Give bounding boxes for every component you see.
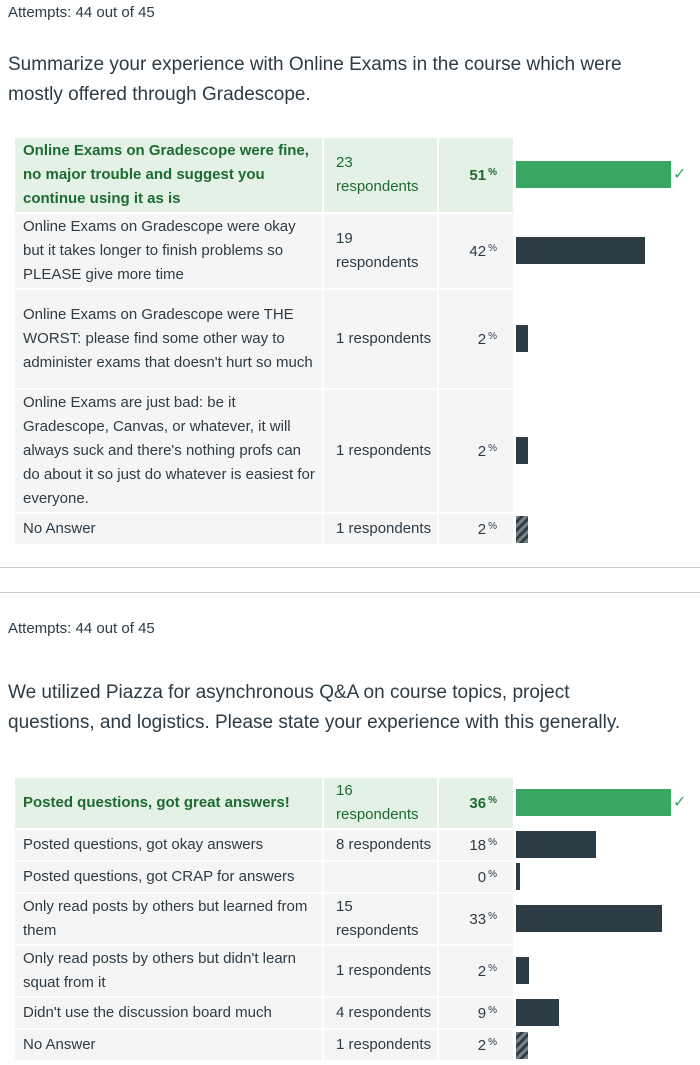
- attempts-label: Attempts: 44 out of 45: [8, 4, 155, 21]
- answer-label: Only read posts by others but learned fr…: [15, 894, 322, 944]
- respondent-count: 1 respondents: [324, 1030, 437, 1060]
- check-icon: ✓: [673, 794, 687, 811]
- percent-value: 2%: [439, 514, 513, 544]
- percent-value: 0%: [439, 862, 513, 892]
- respondent-count: 23 respondents: [324, 138, 437, 212]
- percent-bar: [516, 161, 671, 188]
- percent-bar: [516, 237, 645, 264]
- percent-bar: [516, 999, 559, 1026]
- answer-label: Online Exams on Gradescope were THE WORS…: [15, 290, 322, 388]
- answer-label: Online Exams on Gradescope were okay but…: [15, 214, 322, 288]
- percent-bar: [516, 957, 529, 984]
- percent-value: 33%: [439, 894, 513, 944]
- percent-value: 2%: [439, 946, 513, 996]
- percent-value: 42%: [439, 214, 513, 288]
- answer-label: No Answer: [15, 1030, 322, 1060]
- percent-value: 2%: [439, 1030, 513, 1060]
- respondent-count: 8 respondents: [324, 830, 437, 860]
- question-text: Summarize your experience with Online Ex…: [8, 54, 622, 105]
- percent-bar-no-answer: [516, 1032, 528, 1059]
- percent-bar: [516, 437, 528, 464]
- answer-label: Posted questions, got great answers!: [15, 778, 322, 828]
- divider: [0, 567, 700, 568]
- percent-bar: [516, 863, 520, 890]
- percent-bar-no-answer: [516, 516, 528, 543]
- percent-value: 18%: [439, 830, 513, 860]
- check-icon: ✓: [673, 166, 687, 183]
- percent-value: 2%: [439, 290, 513, 388]
- percent-bar: [516, 905, 662, 932]
- respondent-count: [324, 862, 437, 892]
- respondent-count: 1 respondents: [324, 290, 437, 388]
- percent-bar: [516, 789, 671, 816]
- answer-label: Online Exams on Gradescope were fine, no…: [15, 138, 322, 212]
- respondent-count: 16 respondents: [324, 778, 437, 828]
- answer-label: Posted questions, got okay answers: [15, 830, 322, 860]
- percent-value: 9%: [439, 998, 513, 1028]
- percent-value: 2%: [439, 390, 513, 512]
- percent-bar: [516, 831, 596, 858]
- attempts-label: Attempts: 44 out of 45: [8, 620, 155, 637]
- respondent-count: 1 respondents: [324, 514, 437, 544]
- question-text: We utilized Piazza for asynchronous Q&A …: [8, 682, 621, 733]
- answer-label: Didn't use the discussion board much: [15, 998, 322, 1028]
- respondent-count: 1 respondents: [324, 946, 437, 996]
- divider: [0, 592, 700, 593]
- answer-label: No Answer: [15, 514, 322, 544]
- respondent-count: 4 respondents: [324, 998, 437, 1028]
- respondent-count: 1 respondents: [324, 390, 437, 512]
- respondent-count: 19 respondents: [324, 214, 437, 288]
- percent-value: 36%: [439, 778, 513, 828]
- respondent-count: 15 respondents: [324, 894, 437, 944]
- percent-bar: [516, 325, 528, 352]
- answer-label: Posted questions, got CRAP for answers: [15, 862, 322, 892]
- percent-value: 51%: [439, 138, 513, 212]
- answer-label: Only read posts by others but didn't lea…: [15, 946, 322, 996]
- answer-label: Online Exams are just bad: be it Gradesc…: [15, 390, 322, 512]
